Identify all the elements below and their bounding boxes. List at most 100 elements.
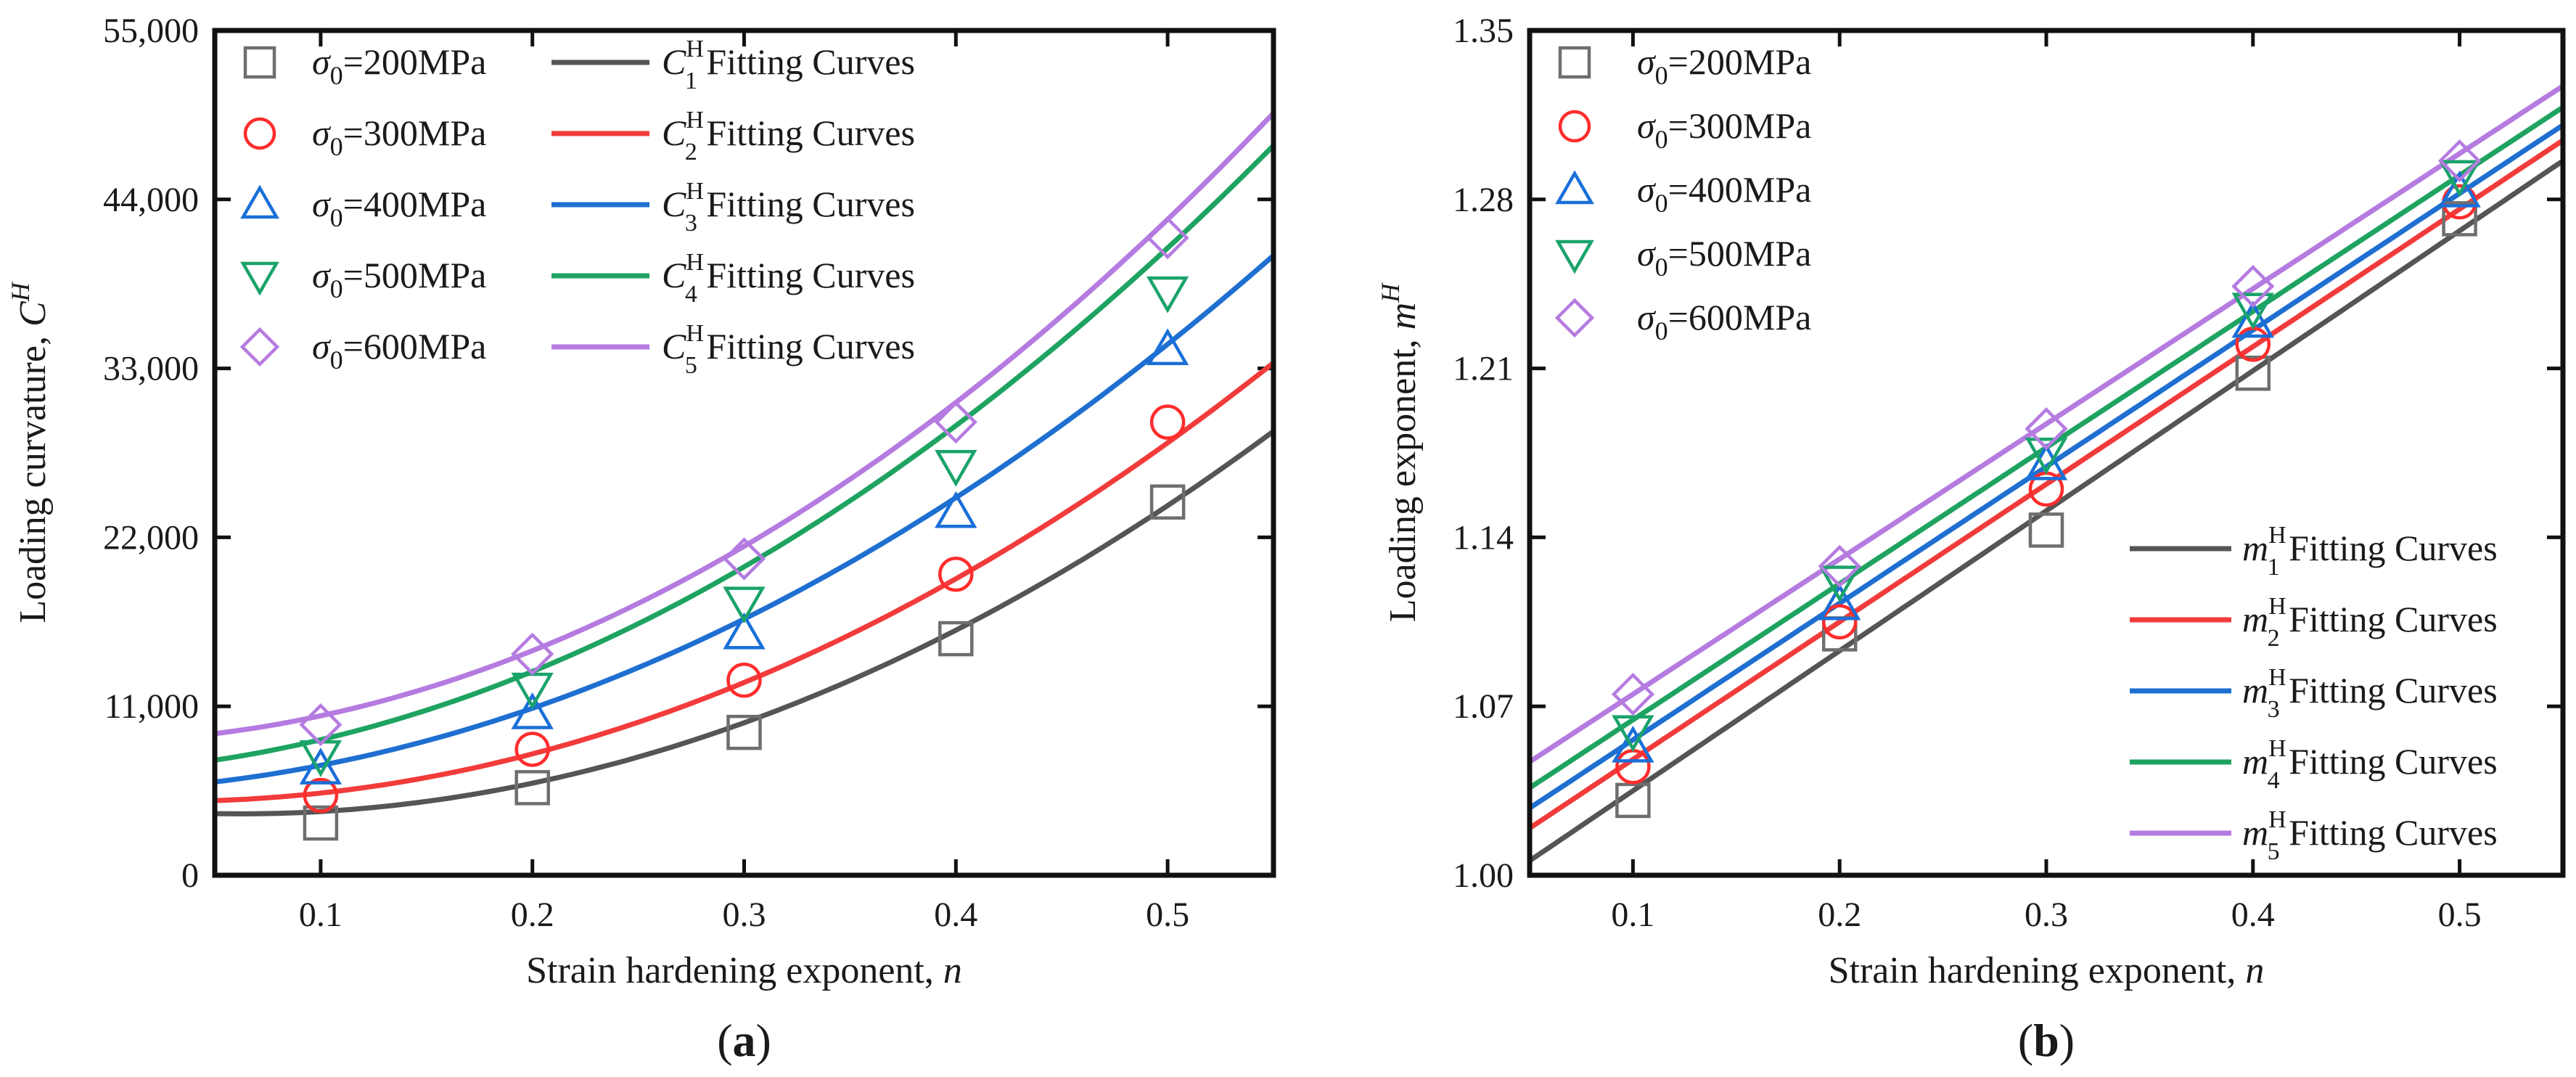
panel-label-letter: b xyxy=(2033,1015,2059,1066)
legend-fit-text: Fitting Curves xyxy=(2280,599,2498,639)
legend-fit-sup: H xyxy=(2268,806,2286,833)
legend-fit-sub: 3 xyxy=(2268,696,2280,723)
legend-label-3: σ0=400MPa xyxy=(312,184,486,232)
fit-curve-5 xyxy=(215,111,1273,737)
data-point-s5 xyxy=(299,703,342,747)
chart-panel-a: 0.1 0.2 0.3 0.4 0.5 0 11,000 22,000 33,000 44,000… xyxy=(6,12,1276,1066)
y-axis-label: Loading exponent, mH xyxy=(1376,282,1424,622)
legend-fit-var: C xyxy=(662,255,686,295)
x-axis-label: Strain hardening exponent, n xyxy=(526,950,962,991)
legend-fit-text: Fitting Curves xyxy=(2280,528,2498,568)
plot-area xyxy=(1530,83,2563,863)
data-point-s5 xyxy=(511,632,554,676)
x-axis-label-text: Strain hardening exponent, xyxy=(526,950,943,991)
legend-fit-label-2: CH 2 Fitting Curves xyxy=(662,107,915,165)
y-tick-label: 1.00 xyxy=(1453,856,1514,895)
x-axis-label-var: n xyxy=(943,950,962,991)
plot-frame xyxy=(1527,28,2566,878)
x-tick-label: 0.2 xyxy=(511,896,554,934)
legend-fit-sub: 4 xyxy=(685,281,697,308)
y-tick-label: 22,000 xyxy=(103,518,199,557)
y-axis-label: Loading curvature, CH xyxy=(6,281,54,623)
data-point-s4 xyxy=(723,586,766,624)
y-axis-label-sup: H xyxy=(6,281,35,302)
data-point-s1 xyxy=(2028,512,2064,548)
legend-sigma: σ xyxy=(312,41,332,82)
x-tick-label: 0.3 xyxy=(723,896,766,934)
data-point-s3 xyxy=(511,692,554,729)
legend-fit-var: m xyxy=(2242,670,2268,711)
x-tick-label: 0.4 xyxy=(2231,896,2275,934)
data-point-s2 xyxy=(1149,404,1186,440)
legend-fit-sup: H xyxy=(686,249,704,276)
chart-panel-b: 0.1 0.2 0.3 0.4 0.5 1.00 1.07 1.14 1.21 1.28 1.35 S… xyxy=(1376,12,2566,1066)
data-points xyxy=(299,216,1189,841)
data-point-s2 xyxy=(938,556,974,592)
x-tick-label: 0.1 xyxy=(1611,896,1654,934)
legend-fit-label-3: mH 3 Fitting Curves xyxy=(2242,664,2498,723)
legend-fit-label-1: CH 1 Fitting Curves xyxy=(662,36,915,94)
x-axis-label-var: n xyxy=(2245,950,2264,991)
legend-fit-sub: 4 xyxy=(2268,767,2280,794)
legend-label-5: σ0=600MPa xyxy=(312,326,486,374)
data-point-s5 xyxy=(1146,216,1189,260)
legend-marker-1 xyxy=(1558,46,1591,79)
legend-fit-text: Fitting Curves xyxy=(2280,812,2498,853)
x-tick-label: 0.2 xyxy=(1818,896,1861,934)
data-point-s2 xyxy=(1821,604,1858,640)
legend-fit-sup: H xyxy=(2268,593,2286,620)
legend-marker-1 xyxy=(243,46,276,79)
legend-sub: 0 xyxy=(330,203,343,232)
panel-label-close: ) xyxy=(2059,1015,2075,1066)
legend-value: =600MPa xyxy=(1668,297,1812,337)
y-tick-label: 1.07 xyxy=(1453,687,1514,726)
data-point-s3 xyxy=(2438,171,2481,208)
legend-fit-sup: H xyxy=(2268,664,2286,691)
legend-value: =200MPa xyxy=(1668,41,1812,82)
legend-marker-4 xyxy=(240,261,279,296)
legend-fit-sup: H xyxy=(2268,735,2286,762)
legend-sigma: σ xyxy=(312,326,332,366)
panel-label: (a) xyxy=(717,1015,771,1066)
legend-fit-label-1: mH 1 Fitting Curves xyxy=(2242,522,2498,581)
panel-label-letter: a xyxy=(733,1015,756,1066)
data-point-s2 xyxy=(726,662,762,698)
legend-sub: 0 xyxy=(330,274,343,303)
legend-sigma: σ xyxy=(312,184,332,224)
legend-fit-var: m xyxy=(2242,812,2268,853)
panel-label-open: ( xyxy=(2018,1015,2033,1066)
legend-fit-label-4: mH 4 Fitting Curves xyxy=(2242,735,2498,794)
data-point-s2 xyxy=(303,777,339,814)
legend-fit-label-4: CH 4 Fitting Curves xyxy=(662,249,915,308)
legend-fit-text: Fitting Curves xyxy=(697,41,915,82)
data-point-s3 xyxy=(1818,583,1861,621)
fit-curve-4 xyxy=(215,144,1273,763)
panel-label: (b) xyxy=(2018,1015,2075,1066)
legend-fit-text: Fitting Curves xyxy=(2280,741,2498,782)
legend-fit-var: C xyxy=(662,41,686,82)
data-point-s5 xyxy=(934,401,977,444)
legend-sigma: σ xyxy=(1637,297,1657,337)
legend-fit-text: Fitting Curves xyxy=(2280,670,2498,711)
y-tick-label: 11,000 xyxy=(104,687,199,726)
legend-label-5: σ0=600MPa xyxy=(1637,297,1811,345)
legend-sub: 0 xyxy=(1655,253,1668,282)
data-point-s4 xyxy=(1146,276,1189,314)
data-point-s4 xyxy=(2025,438,2068,475)
fit-curve-1 xyxy=(215,429,1273,816)
data-point-s5 xyxy=(1818,544,1861,588)
data-point-s5 xyxy=(722,537,766,581)
legend-value: =500MPa xyxy=(343,255,487,295)
data-point-s3 xyxy=(299,748,342,785)
data-point-s5 xyxy=(2438,139,2482,183)
legend-label-4: σ0=500MPa xyxy=(312,255,486,303)
data-point-s3 xyxy=(723,612,766,650)
legend-marker-5 xyxy=(239,327,280,367)
legend-fit-sub: 5 xyxy=(685,352,697,379)
legend-marker-3 xyxy=(240,184,279,219)
plot-frame xyxy=(212,28,1276,878)
legend-value: =300MPa xyxy=(1668,105,1812,146)
legend-sigma: σ xyxy=(1637,233,1657,274)
fit-curve-2 xyxy=(215,361,1273,803)
